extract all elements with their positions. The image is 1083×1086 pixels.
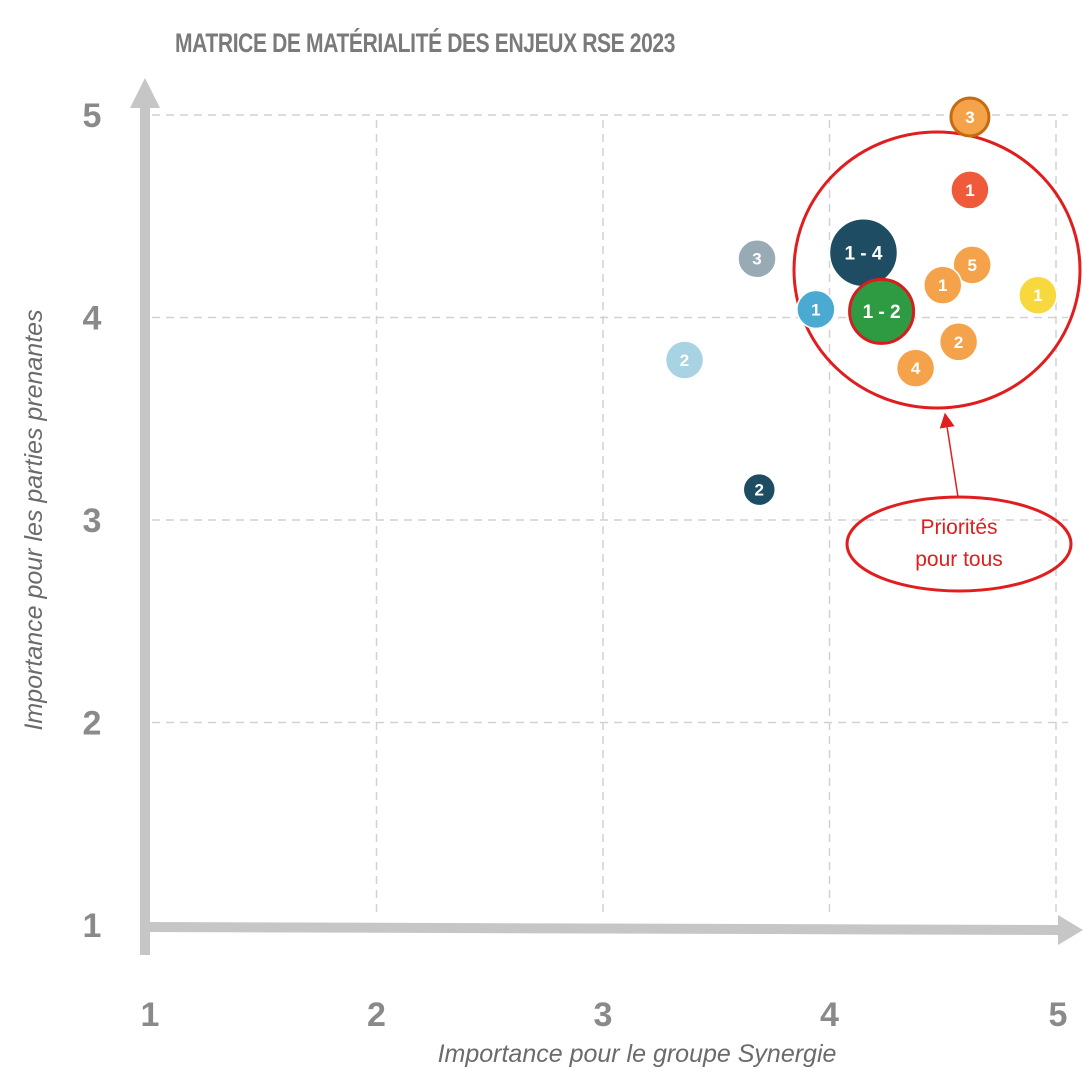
x-axis-arrow [1058, 915, 1083, 945]
data-point-label: 3 [965, 108, 974, 127]
data-point-label: 5 [967, 256, 976, 275]
data-point: 3 [949, 96, 991, 138]
x-axis-line [139, 922, 1061, 935]
x-axis-label: Importance pour le groupe Synergie [438, 1040, 837, 1068]
tick-labels: 1 2 3 4 5 1 2 3 4 5 [83, 97, 1068, 1034]
grid-lines [152, 114, 1068, 918]
x-tick-label: 5 [1049, 996, 1068, 1034]
data-point-label: 3 [752, 250, 761, 269]
x-tick-label: 1 [141, 996, 160, 1034]
data-point-bubble [949, 96, 991, 138]
y-tick-label: 2 [83, 705, 102, 743]
data-point-bubble [895, 348, 936, 388]
x-tick-label: 2 [367, 996, 386, 1034]
annotation-arrow [939, 412, 959, 498]
data-point-label: 2 [954, 333, 963, 352]
y-tick-label: 1 [83, 907, 102, 945]
data-point: 2 [938, 322, 979, 362]
data-point: 1 [796, 289, 836, 330]
data-point: 1 - 2 [848, 277, 916, 345]
data-points: 3 1 1 - 4 5 1 1 1 1 - 2 2 4 3 2 2 [664, 96, 1058, 507]
data-point-label: 1 [1033, 286, 1042, 305]
data-point-bubble [737, 239, 777, 279]
x-tick-label: 3 [594, 996, 613, 1034]
y-axis-arrow [130, 78, 160, 108]
axes [130, 78, 1083, 955]
y-tick-label: 3 [83, 502, 102, 540]
data-point-label: 1 - 2 [863, 302, 901, 323]
data-point-label: 1 [938, 276, 947, 295]
y-tick-label: 5 [83, 97, 102, 135]
data-point-label: 1 - 4 [844, 243, 882, 264]
annotation-text-line2: pour tous [915, 548, 1003, 571]
data-point: 5 [952, 245, 992, 285]
data-point-label: 2 [680, 351, 689, 370]
data-point-label: 1 [965, 181, 974, 200]
data-point-label: 2 [755, 481, 764, 500]
data-point: 2 [664, 340, 705, 380]
y-axis-label: Importance pour les parties prenantes [20, 309, 48, 730]
y-tick-label: 4 [83, 300, 102, 338]
data-point-bubble [923, 265, 963, 305]
annotation-text-line1: Priorités [920, 516, 997, 539]
data-point-bubble [664, 340, 705, 380]
data-point-label: 1 [811, 300, 820, 319]
data-point-bubble [1018, 275, 1058, 315]
data-point: 3 [737, 239, 777, 279]
data-point-bubble [938, 322, 979, 362]
data-point-bubble [952, 245, 992, 285]
annotation-ellipse [845, 495, 1073, 593]
data-point-bubble [742, 472, 777, 507]
data-point: 1 [923, 265, 963, 305]
data-point-label: 4 [911, 359, 921, 378]
data-point-bubble [796, 289, 836, 330]
data-point: 1 [950, 170, 990, 210]
data-point: 4 [895, 348, 936, 388]
data-point: 2 [742, 472, 777, 507]
priority-cluster-ellipse [792, 130, 1082, 410]
data-point: 1 - 4 [828, 217, 899, 288]
chart-title: MATRICE DE MATÉRIALITÉ DES ENJEUX RSE 20… [175, 28, 676, 58]
data-point-bubble [950, 170, 990, 210]
data-point: 1 [1018, 275, 1058, 315]
x-tick-label: 4 [820, 996, 839, 1034]
data-point-bubble [848, 277, 916, 345]
